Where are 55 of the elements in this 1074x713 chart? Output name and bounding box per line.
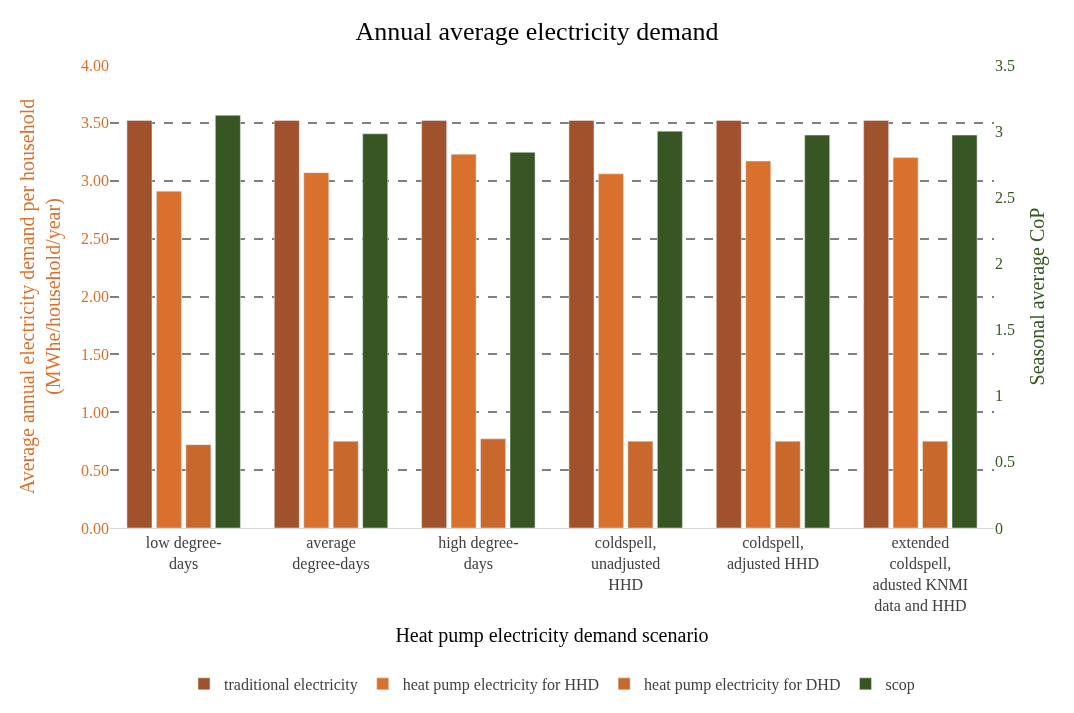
y2-tick-label: 3.5: [995, 56, 1015, 74]
y2-tick-label: 0.5: [995, 453, 1015, 471]
y2-tick-label: 3: [995, 122, 1003, 140]
y2-tick-label: 1: [995, 387, 1003, 405]
bar: [627, 440, 654, 528]
x-tick-label: high degree-days: [438, 534, 519, 573]
y-tick-label: 2.00: [81, 288, 109, 306]
bar: [745, 160, 772, 528]
y-tick-label: 3.50: [81, 114, 109, 132]
bar: [274, 120, 300, 528]
bar: [951, 134, 978, 528]
y-axis-title: Average annual electricity demand per household (MWhe/household/year): [15, 98, 65, 495]
legend-label: heat pump electricity for DHD: [644, 676, 841, 695]
legend-label: scop: [885, 676, 915, 695]
x-tick-label: coldspell, adjusted HHD: [727, 534, 819, 573]
y2-tick-label: 2: [995, 255, 1003, 273]
bar: [303, 172, 330, 528]
x-tick-label: average degree-days: [292, 534, 370, 573]
bar: [598, 173, 624, 528]
y-tick-label: 0.50: [81, 461, 109, 479]
bar: [509, 152, 536, 528]
y2-tick-label: 2.5: [995, 188, 1015, 206]
bar: [450, 153, 477, 528]
bar: [421, 120, 447, 528]
bar: [892, 157, 919, 528]
bar: [922, 440, 948, 528]
bar: [716, 120, 742, 528]
y-tick-label: 1.00: [81, 403, 109, 421]
y-tick-label: 4.00: [81, 56, 109, 74]
x-tick-label: low degree-days: [145, 534, 222, 573]
bar: [863, 120, 889, 528]
y-tick-label: 2.50: [81, 230, 109, 248]
y-tick-label: 0.00: [81, 519, 109, 537]
y-tick-label: 3.00: [81, 172, 109, 190]
bar: [156, 190, 182, 528]
y2-axis-title: Seasonal average CoP: [1025, 207, 1049, 386]
bar: [126, 120, 153, 528]
bar: [215, 115, 241, 528]
y2-tick-label: 1.5: [995, 321, 1015, 339]
legend-label: traditional electricity: [224, 676, 358, 695]
y2-tick-label: 0: [995, 519, 1003, 537]
bar: [657, 130, 683, 528]
bar: [480, 438, 506, 528]
bar: [804, 134, 830, 528]
bar: [362, 133, 388, 528]
y-tick-label: 1.50: [81, 345, 109, 363]
bar: [568, 120, 595, 528]
x-axis-title: Heat pump electricity demand scenario: [395, 624, 709, 648]
bar: [185, 444, 212, 528]
chart-title: Annual average electricity demand: [355, 16, 719, 46]
x-tick-label: extended coldspell, adusted KNMI data and HHD: [872, 534, 969, 614]
legend-label: heat pump electricity for HHD: [402, 676, 600, 695]
bar: [774, 440, 801, 528]
x-tick-label: coldspell, unadjusted HHD: [591, 534, 661, 593]
bar: [332, 440, 359, 528]
